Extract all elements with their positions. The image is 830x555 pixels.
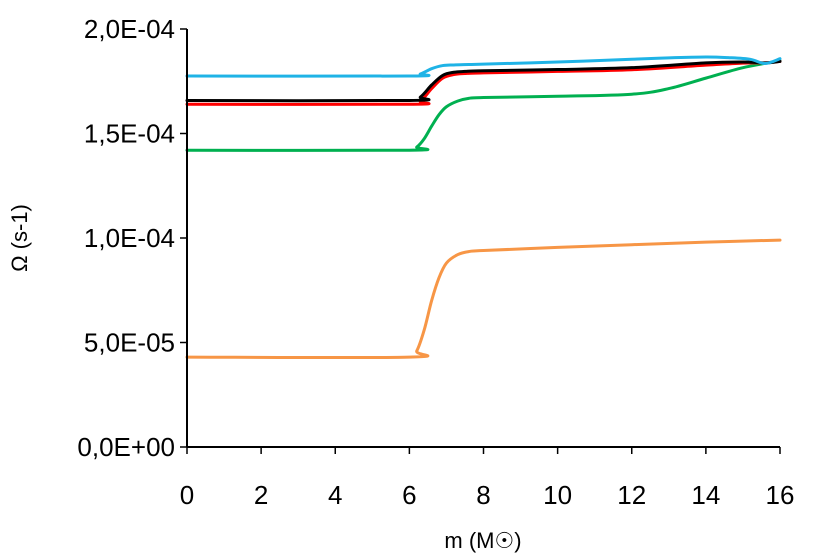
- x-tick-label: 6: [402, 480, 416, 510]
- y-tick-label: 1,5E-04: [84, 119, 175, 149]
- y-tick-label: 2,0E-04: [84, 14, 175, 44]
- x-tick-label: 10: [543, 480, 572, 510]
- y-tick-label: 0,0E+00: [77, 432, 175, 462]
- series-line-1: [185, 238, 782, 360]
- x-tick-label: 4: [328, 480, 342, 510]
- y-tick-label: 1,0E-04: [84, 223, 175, 253]
- y-tick-label: 5,0E-05: [84, 328, 175, 358]
- x-tick-label: 12: [617, 480, 646, 510]
- x-tick-label: 2: [254, 480, 268, 510]
- x-axis-label: m (M☉): [444, 528, 521, 553]
- tick-layer: 0 2 4 6 8 10 12 14 16 0,0E+00 5,0E-05 1,0E-04 1,5E-0…: [77, 14, 794, 510]
- x-tick-label: 0: [180, 480, 194, 510]
- x-tick-label: 8: [476, 480, 490, 510]
- x-tick-label: 16: [766, 480, 795, 510]
- series-line-4: [185, 59, 782, 103]
- x-tick-label: 14: [691, 480, 720, 510]
- series-line-2: [185, 59, 782, 152]
- series-line-5: [185, 55, 782, 78]
- y-axis-label: Ω (s-1): [7, 204, 32, 272]
- series-layer: [185, 55, 782, 360]
